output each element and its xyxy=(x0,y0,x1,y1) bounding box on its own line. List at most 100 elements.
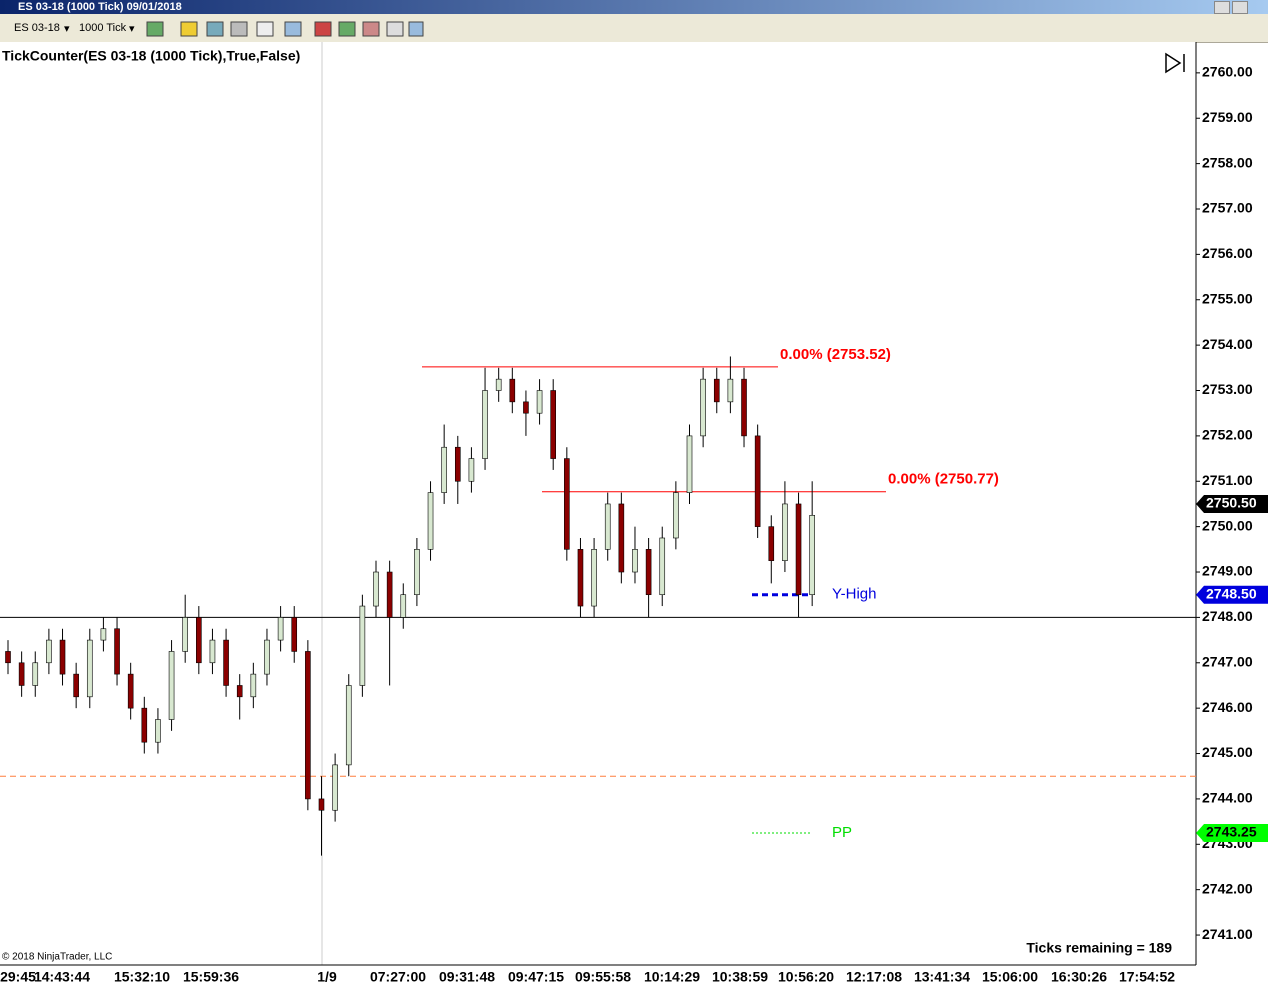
candle-body xyxy=(291,617,298,652)
candle-body xyxy=(741,378,747,437)
ticks-remaining: Ticks remaining = 189 xyxy=(1026,940,1172,956)
level-label: Y-High xyxy=(832,586,876,603)
candle-body xyxy=(182,617,188,652)
toolbar-icons[interactable] xyxy=(145,20,425,38)
candle-body xyxy=(141,707,148,743)
price-marker-label: 2743.25 xyxy=(1206,824,1257,840)
y-tick-label: 2750.00 xyxy=(1202,517,1253,533)
candle-body xyxy=(277,617,284,641)
price-marker xyxy=(1196,585,1268,604)
candle-body xyxy=(795,503,802,596)
candle-body xyxy=(318,798,325,811)
candle-body xyxy=(673,492,679,539)
x-tick-label: 09:55:58 xyxy=(575,969,631,985)
price-marker-label: 2750.50 xyxy=(1206,495,1257,511)
candle-body xyxy=(100,628,107,641)
candle-body xyxy=(386,571,393,618)
candle-body xyxy=(550,390,557,459)
title-bar: ES 03-18 (1000 Tick) 09/01/2018 xyxy=(0,0,1268,31)
y-tick-label: 2755.00 xyxy=(1202,290,1253,306)
candle-body xyxy=(727,378,734,403)
candle-body xyxy=(86,639,93,698)
candle-body xyxy=(5,651,11,664)
x-tick-label: 29:45 xyxy=(0,969,36,985)
chart: TickCounter(ES 03-18 (1000 Tick),True,Fa… xyxy=(0,42,1268,985)
window-controls[interactable] xyxy=(1212,1,1264,31)
x-tick-label: 09:47:15 xyxy=(508,969,564,985)
window-title: ES 03-18 (1000 Tick) 09/01/2018 xyxy=(18,1,182,13)
candle-body xyxy=(209,639,216,664)
x-tick-label: 10:56:20 xyxy=(778,969,834,985)
y-tick-label: 2749.00 xyxy=(1202,563,1253,579)
candle-body xyxy=(645,549,652,596)
y-tick-label: 2756.00 xyxy=(1202,245,1253,261)
candle-body xyxy=(632,549,638,573)
candle-body xyxy=(155,719,161,743)
candle-body xyxy=(18,662,25,686)
candle-body xyxy=(373,571,379,607)
candle-body xyxy=(577,549,584,607)
price-marker xyxy=(1196,823,1268,842)
candle-body xyxy=(73,673,79,698)
x-tick-label: 1/9 xyxy=(317,969,337,985)
x-tick-label: 10:38:59 xyxy=(712,969,768,985)
candle-body xyxy=(359,605,366,686)
candle-body xyxy=(564,458,570,550)
candle-body xyxy=(713,378,720,403)
candle-body xyxy=(468,458,475,482)
level-label: PP xyxy=(832,824,852,841)
y-tick-label: 2752.00 xyxy=(1202,427,1253,443)
y-tick-label: 2757.00 xyxy=(1202,200,1253,216)
y-tick-label: 2748.00 xyxy=(1202,608,1253,624)
candle-body xyxy=(536,390,543,414)
instrument-select[interactable]: ES 03-18 xyxy=(14,22,60,34)
candle-body xyxy=(482,390,488,459)
candle-body xyxy=(59,639,66,675)
x-tick-label: 09:31:48 xyxy=(439,969,495,985)
x-tick-label: 15:32:10 xyxy=(114,969,170,985)
candle-body xyxy=(46,639,52,664)
candle-body xyxy=(250,673,257,698)
y-tick-label: 2753.00 xyxy=(1202,381,1253,397)
candle-body xyxy=(127,673,134,709)
y-tick-label: 2758.00 xyxy=(1202,154,1253,170)
price-marker-label: 2748.50 xyxy=(1206,585,1257,601)
candle-body xyxy=(659,537,666,596)
copyright: © 2018 NinjaTrader, LLC xyxy=(2,952,112,963)
candle-body xyxy=(618,503,625,573)
candle-body xyxy=(591,549,597,607)
candle-body xyxy=(223,639,229,686)
candle-body xyxy=(454,446,461,482)
x-tick-label: 10:14:29 xyxy=(644,969,700,985)
candle-body xyxy=(604,503,611,550)
candle-body xyxy=(509,378,516,403)
candle-body xyxy=(400,594,407,618)
candle-body xyxy=(768,526,775,561)
candle-body xyxy=(495,378,502,391)
candle-body xyxy=(264,639,270,675)
price-marker xyxy=(1196,494,1268,513)
interval-select[interactable]: 1000 Tick xyxy=(79,22,127,34)
x-tick-label: 15:06:00 xyxy=(982,969,1038,985)
y-tick-label: 2747.00 xyxy=(1202,653,1253,669)
x-tick-label: 07:27:00 xyxy=(370,969,426,985)
x-tick-label: 13:41:34 xyxy=(914,969,970,985)
candle-body xyxy=(168,651,175,720)
y-tick-label: 2742.00 xyxy=(1202,880,1253,896)
candle-body xyxy=(686,435,693,493)
candle-body xyxy=(754,435,761,527)
level-label: 0.00% (2753.52) xyxy=(780,346,891,363)
y-tick-label: 2744.00 xyxy=(1202,790,1253,806)
scroll-end-button[interactable] xyxy=(1165,52,1185,74)
candle-body xyxy=(809,514,815,596)
x-tick-label: 12:17:08 xyxy=(846,969,902,985)
candle-body xyxy=(32,662,39,686)
y-tick-label: 2741.00 xyxy=(1202,926,1253,942)
candle-body xyxy=(345,685,352,766)
x-tick-label: 17:54:52 xyxy=(1119,969,1175,985)
candle-body xyxy=(305,651,311,800)
y-tick-label: 2746.00 xyxy=(1202,699,1253,715)
candle-body xyxy=(332,764,338,811)
candle-body xyxy=(441,446,447,493)
y-tick-label: 2745.00 xyxy=(1202,744,1253,760)
